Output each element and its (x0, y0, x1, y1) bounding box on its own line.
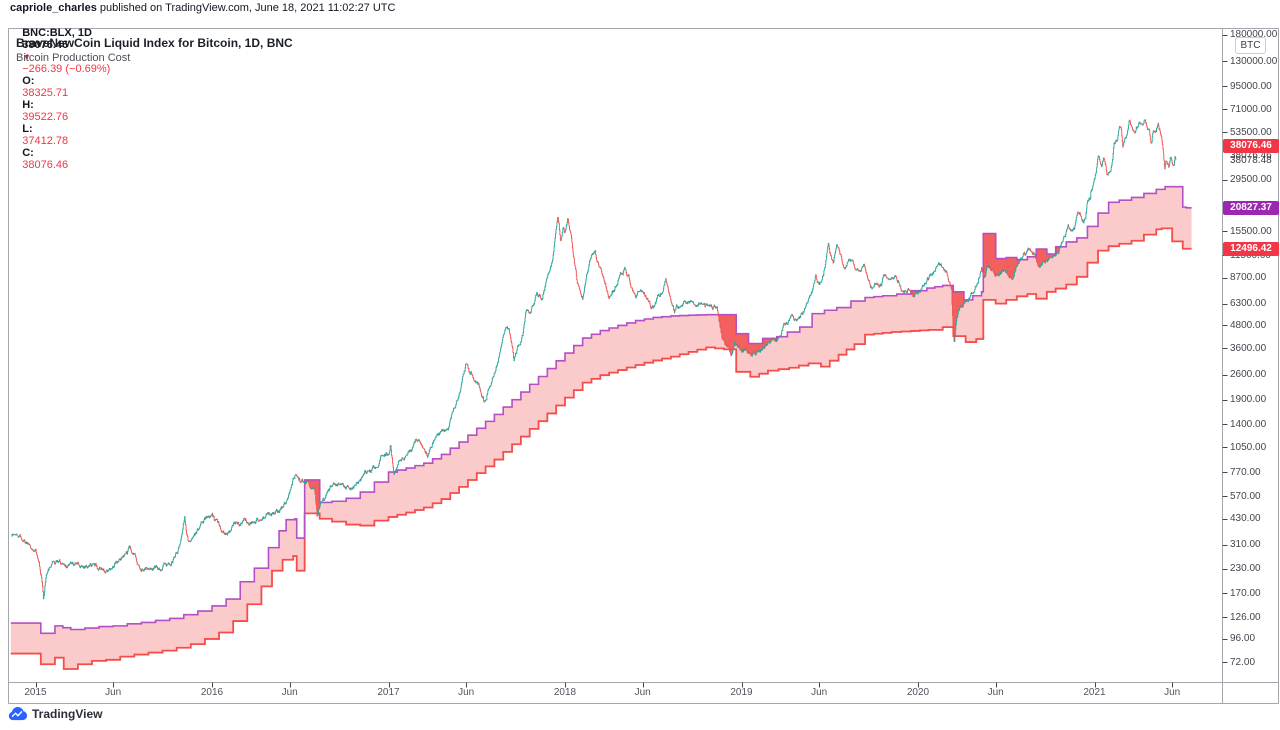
high-value: 39522.76 (22, 111, 69, 123)
price-tick-label: 126.00 (1230, 611, 1261, 623)
price-badge: 20827.37 (1223, 200, 1279, 215)
time-tick-label: 2015 (24, 687, 47, 698)
price-tick-label: 170.00 (1230, 587, 1261, 599)
price-tick-label: 230.00 (1230, 563, 1261, 575)
price-tick-label: 2600.00 (1230, 369, 1267, 381)
price-tick-label: 570.00 (1230, 490, 1261, 502)
price-change: −266.39 (−0.69%) (22, 63, 111, 75)
byline-text: published on TradingView.com, June 18, 2… (96, 2, 396, 14)
price-tick-label: 1050.00 (1230, 441, 1267, 453)
price-tick-label: 71000.00 (1230, 103, 1272, 115)
tradingview-logo-icon (8, 707, 27, 721)
time-tick-label: Jun (1164, 687, 1181, 698)
price-tick-label: 180000.00 (1230, 29, 1278, 41)
currency-unit-button[interactable]: BTC (1235, 37, 1266, 54)
chart-title[interactable]: BraveNewCoin Liquid Index for Bitcoin, 1… (16, 36, 293, 50)
time-tick-label: 2017 (377, 687, 400, 698)
low-value: 37412.78 (22, 135, 69, 147)
price-badge: 12496.42 (1223, 241, 1279, 256)
symbol-name: BNC:BLX, 1D (22, 27, 92, 39)
time-tick-label: 2018 (553, 687, 577, 698)
time-tick-label: 2016 (200, 687, 224, 698)
time-tick-label: Jun (634, 687, 651, 698)
price-tick-label: 130000.00 (1230, 55, 1278, 67)
time-tick-label: Jun (105, 687, 122, 698)
tradingview-branding[interactable]: TradingView (8, 707, 102, 721)
time-tick-label: Jun (987, 687, 1004, 698)
price-tick-label: 3600.00 (1230, 342, 1267, 354)
price-tick-label: 72.00 (1230, 656, 1256, 668)
time-tick-label: 2020 (906, 687, 930, 698)
price-tick-label: 1900.00 (1230, 394, 1267, 406)
time-tick-label: Jun (458, 687, 475, 698)
last-price: 38076.46 (22, 39, 69, 51)
price-tick-label: 29500.00 (1230, 174, 1272, 186)
time-tick-label: Jun (811, 687, 828, 698)
time-tick-label: 2021 (1083, 687, 1106, 698)
open-label: O: (22, 75, 35, 87)
price-tick-label: 430.00 (1230, 513, 1261, 525)
publish-byline: capriole_charles published on TradingVie… (10, 2, 395, 14)
last-value-label: 38078.48 (1230, 154, 1272, 166)
tradingview-logo-text: TradingView (32, 707, 103, 721)
price-badge: 38076.46 (1223, 139, 1279, 154)
time-tick-label: Jun (281, 687, 298, 698)
time-tick-label: 2019 (730, 687, 753, 698)
price-tick-label: 53500.00 (1230, 126, 1272, 138)
close-value: 38076.46 (22, 159, 69, 171)
close-label: C: (22, 147, 34, 159)
down-arrow-icon: ▼ (22, 52, 32, 62)
open-value: 38325.71 (22, 87, 69, 99)
symbol-info-row: BNC:BLX, 1D 38076.46 ▼ −266.39 (−0.69%) … (10, 15, 114, 183)
low-label: L: (22, 123, 33, 135)
price-tick-label: 8700.00 (1230, 272, 1267, 284)
byline-username: capriole_charles (10, 2, 97, 14)
price-tick-label: 15500.00 (1230, 225, 1272, 237)
price-tick-label: 96.00 (1230, 633, 1256, 645)
indicator-title[interactable]: Bitcoin Production Cost (16, 52, 131, 64)
price-tick-label: 1400.00 (1230, 418, 1267, 430)
price-tick-label: 6300.00 (1230, 298, 1267, 310)
price-tick-label: 4800.00 (1230, 319, 1267, 331)
high-label: H: (22, 99, 34, 111)
price-tick-label: 95000.00 (1230, 80, 1272, 92)
last-value-label: 38076.46 (1230, 150, 1272, 162)
price-tick-label: 310.00 (1230, 539, 1261, 551)
price-tick-label: 770.00 (1230, 466, 1261, 478)
